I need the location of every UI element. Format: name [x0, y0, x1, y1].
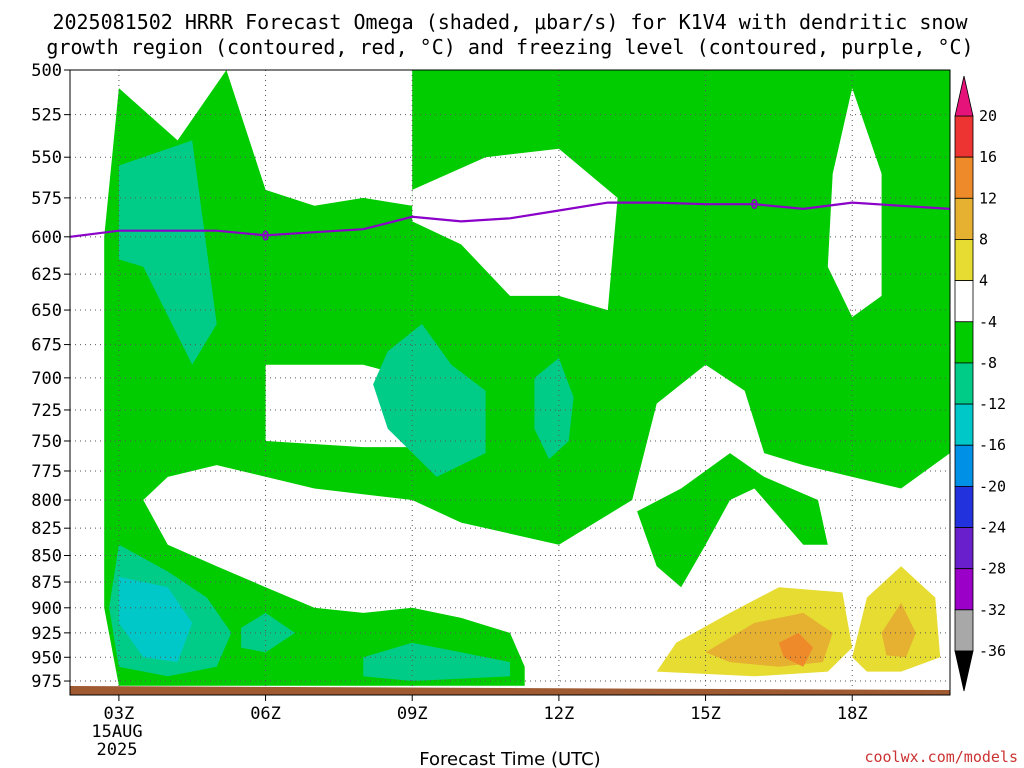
colorbar-tick-8: 8 [979, 230, 988, 248]
colorbar-tick--20: -20 [979, 477, 1006, 495]
y-tick-label-925: 925 [31, 624, 62, 644]
y-tick-label-625: 625 [31, 265, 62, 285]
colorbar-bin--24 [955, 486, 973, 527]
colorbar: 20 16 12 8 4 -4 -8 -12 -16 -20 -24 -28 -32 -36 [955, 76, 1006, 691]
y-tick-label-850: 850 [31, 546, 62, 566]
colorbar-bin--28 [955, 528, 973, 569]
colorbar-under-arrow [955, 651, 973, 691]
y-tick-label-800: 800 [31, 491, 62, 511]
x-tick-label-15Z: 15Z [690, 704, 721, 724]
x-tick-label-12Z: 12Z [544, 704, 575, 724]
colorbar-tick-12: 12 [979, 189, 997, 207]
colorbar-bin--8 [955, 322, 973, 363]
colorbar-bin-16 [955, 116, 973, 157]
colorbar-tick--32: -32 [979, 601, 1006, 619]
x-tick-label-03Z: 03Z [104, 704, 135, 724]
y-tick-label-825: 825 [31, 519, 62, 539]
colorbar-tick--16: -16 [979, 436, 1006, 454]
y-tick-label-575: 575 [31, 189, 62, 209]
colorbar-tick-4: 4 [979, 272, 988, 290]
chart-title-line1: 2025081502 HRRR Forecast Omega (shaded, … [52, 10, 968, 34]
x-axis-date-label: 15AUG [91, 722, 142, 742]
freezing-level-label: 0 [751, 198, 759, 213]
credit-label: coolwx.com/models [864, 748, 1018, 766]
x-tick-label-18Z: 18Z [837, 704, 868, 724]
colorbar-bin--12 [955, 363, 973, 404]
y-tick-label-525: 525 [31, 106, 62, 126]
colorbar-tick--28: -28 [979, 560, 1006, 578]
y-tick-label-700: 700 [31, 369, 62, 389]
y-tick-label-500: 500 [31, 61, 62, 81]
colorbar-bin-8 [955, 198, 973, 239]
colorbar-tick-20: 20 [979, 107, 997, 125]
plot-area: 00 [70, 70, 950, 695]
colorbar-bin--4 [955, 281, 973, 322]
colorbar-bin--20 [955, 445, 973, 486]
x-tick-label-09Z: 09Z [397, 704, 428, 724]
colorbar-tick--24: -24 [979, 519, 1006, 537]
colorbar-bin--32 [955, 569, 973, 610]
y-tick-label-725: 725 [31, 401, 62, 421]
x-axis: 03Z 06Z 09Z 12Z 15Z 18Z [104, 695, 868, 724]
colorbar-tick-16: 16 [979, 148, 997, 166]
x-axis-title: Forecast Time (UTC) [419, 749, 600, 768]
colorbar-over-arrow [955, 76, 973, 116]
y-tick-label-875: 875 [31, 573, 62, 593]
colorbar-bin-4 [955, 239, 973, 280]
y-tick-label-675: 675 [31, 336, 62, 356]
colorbar-tick--12: -12 [979, 395, 1006, 413]
y-tick-label-550: 550 [31, 148, 62, 168]
colorbar-tick--8: -8 [979, 354, 997, 372]
colorbar-bin--16 [955, 404, 973, 445]
y-tick-label-600: 600 [31, 228, 62, 248]
freezing-level-label: 0 [262, 229, 270, 244]
colorbar-tick--4: -4 [979, 313, 997, 331]
y-tick-label-950: 950 [31, 648, 62, 668]
omega-time-height-chart: 2025081502 HRRR Forecast Omega (shaded, … [0, 0, 1024, 768]
colorbar-bin-12 [955, 157, 973, 198]
y-tick-label-750: 750 [31, 432, 62, 452]
x-tick-label-06Z: 06Z [250, 704, 281, 724]
chart-title-line2: growth region (contoured, red, °C) and f… [46, 35, 973, 59]
y-tick-label-900: 900 [31, 599, 62, 619]
x-axis-year-label: 2025 [97, 740, 138, 760]
colorbar-tick--36: -36 [979, 642, 1006, 660]
y-axis: 500 525 550 575 600 625 650 675 700 725 750 775 800 8… [31, 61, 70, 692]
y-tick-label-650: 650 [31, 301, 62, 321]
y-tick-label-975: 975 [31, 672, 62, 692]
y-tick-label-775: 775 [31, 462, 62, 482]
colorbar-bin--36 [955, 610, 973, 651]
